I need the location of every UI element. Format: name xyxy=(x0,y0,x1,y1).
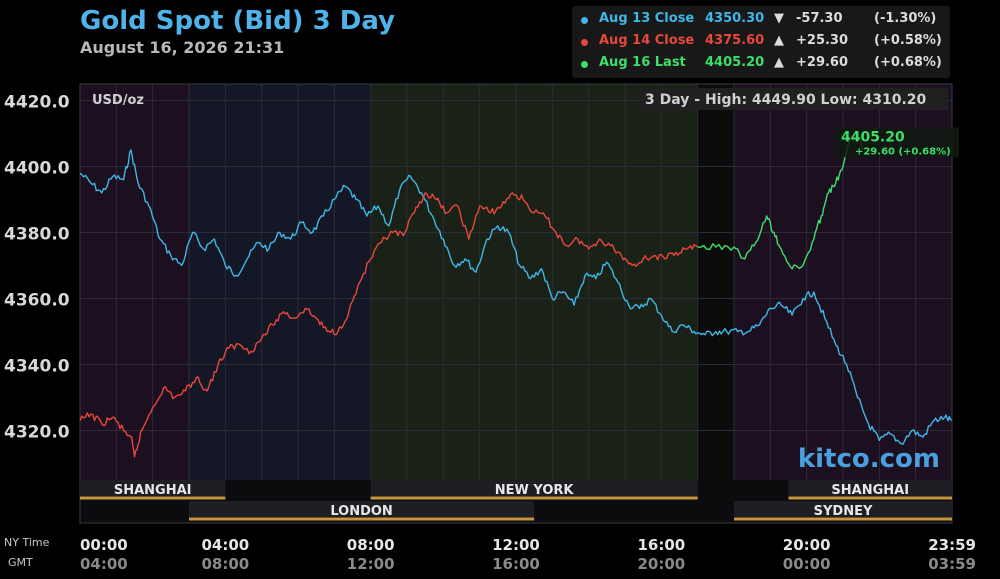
series-dot-icon xyxy=(581,61,588,68)
ny-time-label: NY Time xyxy=(4,536,50,549)
legend-box: Aug 13 Close 4350.30 ▼ -57.30 (-1.30%) A… xyxy=(572,6,950,78)
session-label: SYDNEY xyxy=(814,504,873,519)
chart-title: Gold Spot (Bid) 3 Day xyxy=(80,6,396,36)
session-label: SHANGHAI xyxy=(114,483,192,498)
x-tick-gmt: 16:00 xyxy=(492,555,540,573)
unit-label: USD/oz xyxy=(92,93,144,108)
x-tick-ny: 08:00 xyxy=(347,536,395,554)
session-background xyxy=(734,501,952,517)
last-price-label: 4405.20 xyxy=(841,129,905,145)
session-label: LONDON xyxy=(330,504,392,519)
legend-percent: (+0.68%) xyxy=(874,55,942,70)
session-background xyxy=(80,480,226,496)
last-change-label: +29.60 (+0.68%) xyxy=(855,146,951,157)
x-tick-gmt: 03:59 xyxy=(928,555,976,573)
series-line xyxy=(79,149,953,445)
down-arrow-icon: ▼ xyxy=(774,11,784,26)
y-tick-label: 4320.0 xyxy=(4,423,70,443)
x-tick-gmt: 12:00 xyxy=(347,555,395,573)
legend-row-aug13: Aug 13 Close 4350.30 ▼ -57.30 (-1.30%) xyxy=(572,11,950,31)
x-tick-gmt: 08:00 xyxy=(201,555,249,573)
legend-row-aug14: Aug 14 Close 4375.60 ▲ +25.30 (+0.58%) xyxy=(572,33,950,53)
legend-percent: (+0.58%) xyxy=(874,33,942,48)
legend-row-aug16: Aug 16 Last 4405.20 ▲ +29.60 (+0.68%) xyxy=(572,55,950,75)
legend-value: 4375.60 xyxy=(705,33,765,48)
market-sessions: SHANGHAI NEW YORK SHANGHAI LONDON SYDNEY xyxy=(80,480,952,521)
session-label: NEW YORK xyxy=(495,483,575,498)
gmt-label: GMT xyxy=(8,556,33,569)
series-line xyxy=(79,192,699,458)
x-tick-ny: 04:00 xyxy=(201,536,249,554)
session-background xyxy=(788,480,952,496)
legend-percent: (-1.30%) xyxy=(874,11,937,26)
legend-label: Aug 13 Close xyxy=(599,11,695,26)
last-price-box xyxy=(834,127,959,158)
price-lines xyxy=(79,132,953,458)
session-label: SHANGHAI xyxy=(831,483,909,498)
session-shade xyxy=(697,84,734,480)
y-tick-label: 4380.0 xyxy=(4,225,70,245)
x-tick-ny: 20:00 xyxy=(783,536,831,554)
x-tick-gmt: 00:00 xyxy=(783,555,831,573)
y-tick-label: 4360.0 xyxy=(4,291,70,311)
axis-labels: 4420.0 4400.0 4380.0 4360.0 4340.0 4320.0 USD/… xyxy=(4,88,976,573)
legend-label: Aug 16 Last xyxy=(599,55,686,70)
x-tick-ny: 23:59 xyxy=(928,536,976,554)
series-line xyxy=(697,132,864,270)
high-low-label: 3 Day - High: 4449.90 Low: 4310.20 xyxy=(645,92,927,108)
legend-value: 4405.20 xyxy=(705,55,765,70)
legend-change: +25.30 xyxy=(796,33,849,48)
up-arrow-icon: ▲ xyxy=(774,55,784,70)
legend-change: +29.60 xyxy=(796,55,849,70)
high-low-box xyxy=(640,88,948,110)
y-tick-label: 4420.0 xyxy=(4,93,70,113)
y-tick-label: 4340.0 xyxy=(4,357,70,377)
session-shade xyxy=(80,84,189,480)
x-tick-ny: 00:00 xyxy=(80,536,128,554)
series-dot-icon xyxy=(581,17,588,24)
legend-label: Aug 14 Close xyxy=(599,33,695,48)
y-tick-label: 4400.0 xyxy=(4,159,70,179)
x-tick-gmt: 20:00 xyxy=(637,555,685,573)
chart-timestamp: August 16, 2026 21:31 xyxy=(80,38,285,57)
session-background xyxy=(189,501,535,517)
x-tick-gmt: 04:00 xyxy=(80,555,128,573)
session-shade xyxy=(370,84,698,480)
series-dot-icon xyxy=(581,39,588,46)
x-tick-ny: 16:00 xyxy=(637,536,685,554)
x-tick-ny: 12:00 xyxy=(492,536,540,554)
up-arrow-icon: ▲ xyxy=(774,33,784,48)
session-background xyxy=(370,480,698,496)
session-shade xyxy=(189,84,371,480)
legend-change: -57.30 xyxy=(796,11,843,26)
plot-border xyxy=(79,83,953,524)
legend-value: 4350.30 xyxy=(705,11,765,26)
kitco-watermark: kitco.com xyxy=(798,444,940,474)
